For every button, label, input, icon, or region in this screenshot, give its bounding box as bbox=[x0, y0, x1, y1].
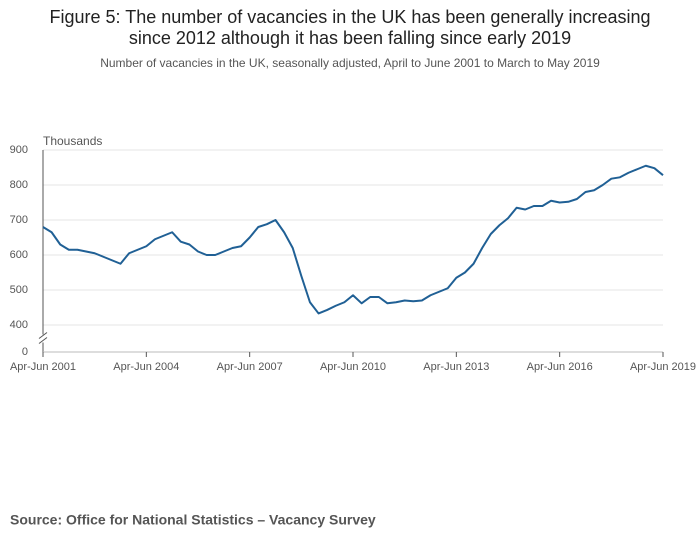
y-axis-label: Thousands bbox=[43, 134, 102, 148]
axis-break-gap bbox=[38, 334, 48, 343]
y-tick-label: 900 bbox=[10, 144, 28, 156]
x-tick-label: Apr-Jun 2013 bbox=[423, 361, 489, 373]
x-tick-label: Apr-Jun 2007 bbox=[217, 361, 283, 373]
x-tick-label: Apr-Jun 2010 bbox=[320, 361, 386, 373]
y-tick-label: 600 bbox=[10, 249, 28, 261]
axis-break bbox=[38, 332, 48, 339]
y-tick-label: 800 bbox=[10, 179, 28, 191]
x-tick-label: Apr-Jun 2019 bbox=[630, 361, 696, 373]
x-tick-label: Apr-Jun 2004 bbox=[113, 361, 179, 373]
source: Source: Office for National Statistics –… bbox=[10, 512, 376, 528]
series-line bbox=[42, 164, 664, 315]
chart-subtitle: Number of vacancies in the UK, seasonall… bbox=[100, 56, 600, 70]
y-tick-label: 0 bbox=[22, 346, 28, 358]
chart-title: since 2012 although it has been falling … bbox=[129, 28, 571, 48]
y-tick-label: 500 bbox=[10, 284, 28, 296]
chart-title: Figure 5: The number of vacancies in the… bbox=[49, 7, 650, 27]
x-tick-label: Apr-Jun 2001 bbox=[10, 361, 76, 373]
y-tick-label: 400 bbox=[10, 319, 28, 331]
axis-break bbox=[38, 337, 48, 344]
x-tick-label: Apr-Jun 2016 bbox=[527, 361, 593, 373]
y-tick-label: 700 bbox=[10, 214, 28, 226]
